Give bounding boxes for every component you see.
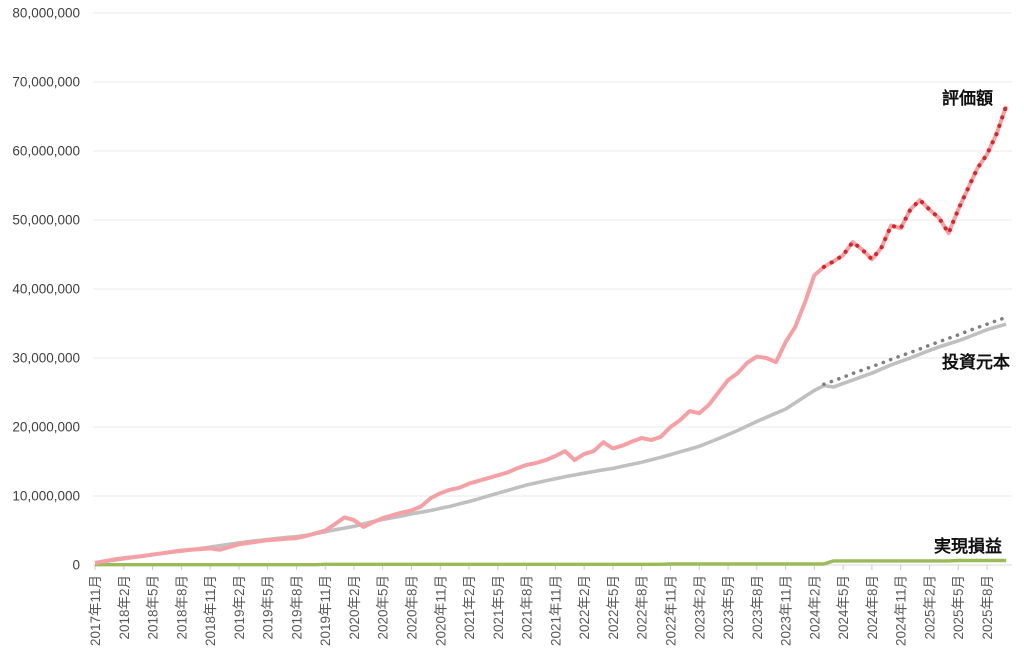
x-axis-tick-label: 2023年5月 [721, 575, 736, 640]
x-axis-tick-label: 2020年8月 [405, 575, 420, 640]
realized-profit-label: 実現損益 [934, 536, 1002, 556]
x-axis-tick-label: 2021年5月 [491, 575, 506, 640]
x-axis-tick-label: 2025年5月 [951, 575, 966, 640]
y-axis-tick-label: 50,000,000 [12, 213, 80, 228]
y-axis-tick-label: 80,000,000 [12, 6, 80, 21]
x-axis-tick-label: 2017年11月 [88, 575, 103, 646]
y-axis-tick-label: 70,000,000 [12, 75, 80, 90]
y-axis-tick-label: 40,000,000 [12, 282, 80, 297]
x-axis-tick-label: 2019年2月 [232, 575, 247, 640]
y-axis-tick-label: 10,000,000 [12, 489, 80, 504]
x-axis-tick-label: 2022年2月 [577, 575, 592, 640]
x-axis-tick-label: 2019年8月 [289, 575, 304, 640]
series-line-realized-profit [95, 558, 1007, 567]
series-line-valuation-recent-dotted [821, 104, 1009, 269]
series-line-principal [94, 322, 1007, 565]
x-axis-tick-label: 2022年5月 [606, 575, 621, 640]
x-axis-tick-label: 2023年2月 [692, 575, 707, 640]
principal-label: 投資元本 [942, 352, 1010, 372]
x-axis-tick-label: 2020年5月 [376, 575, 391, 640]
x-axis-tick-label: 2022年11月 [663, 575, 678, 646]
x-axis-tick-label: 2023年11月 [779, 575, 794, 646]
y-axis-tick-label: 60,000,000 [12, 144, 80, 159]
x-axis-tick-label: 2021年2月 [462, 575, 477, 640]
series-line-valuation [94, 105, 1009, 565]
x-axis-tick-label: 2025年2月 [922, 575, 937, 640]
x-axis-tick-label: 2019年11月 [318, 575, 333, 646]
x-axis-tick-label: 2021年8月 [520, 575, 535, 640]
x-axis-tick-label: 2023年8月 [750, 575, 765, 640]
y-axis-tick-label: 30,000,000 [12, 351, 80, 366]
x-axis-tick-label: 2020年2月 [347, 575, 362, 640]
valuation-label: 評価額 [942, 88, 993, 108]
x-axis-tick-label: 2020年11月 [433, 575, 448, 646]
y-axis-tick-label: 0 [72, 558, 80, 573]
series-line-principal-recent-dotted [822, 315, 1008, 386]
x-axis-tick-label: 2022年8月 [635, 575, 650, 640]
y-axis-tick-label: 20,000,000 [12, 420, 80, 435]
x-axis-tick-label: 2025年8月 [980, 575, 995, 640]
x-axis-tick-label: 2018年2月 [117, 575, 132, 640]
x-axis-tick-label: 2024年2月 [807, 575, 822, 640]
x-axis-tick-label: 2018年8月 [174, 575, 189, 640]
x-axis-tick-label: 2024年5月 [836, 575, 851, 640]
x-axis-tick-label: 2018年11月 [203, 575, 218, 646]
x-axis-tick-label: 2024年8月 [865, 575, 880, 640]
x-axis-tick-label: 2018年5月 [146, 575, 161, 640]
x-axis-tick-label: 2019年5月 [261, 575, 276, 640]
x-axis-tick-label: 2024年11月 [894, 575, 909, 646]
x-axis-tick-label: 2021年11月 [548, 575, 563, 646]
